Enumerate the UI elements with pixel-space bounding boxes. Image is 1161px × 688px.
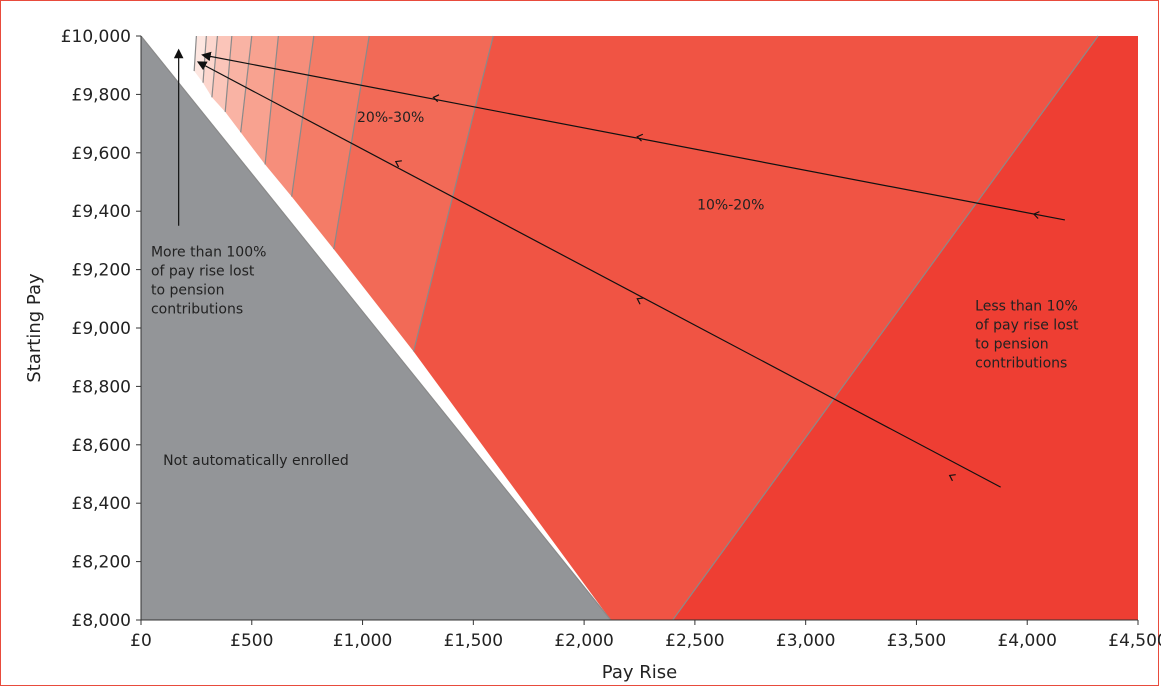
trajectory-0-arrow-mark-1: [636, 133, 644, 142]
x-tick-label: £2,500: [665, 631, 724, 651]
y-tick-label: £9,600: [72, 144, 131, 164]
annotation-not-enrolled: Not automatically enrolled: [163, 453, 349, 469]
region-boundary-5: [264, 35, 279, 165]
annotation-more-than-100: More than 100% of pay rise lost to pension…: [151, 244, 266, 317]
trajectory-1-arrow-mark-1: [636, 297, 644, 305]
trajectory-0-arrow-mark-2: [432, 94, 440, 103]
y-tick-label: £9,800: [72, 85, 131, 105]
region-boundary-8: [211, 35, 219, 98]
x-tick-label: £1,000: [333, 631, 392, 651]
region-9: [203, 36, 218, 98]
y-tick-label: £10,000: [61, 27, 131, 47]
region-2: [413, 36, 1099, 620]
region-boundary-2: [412, 35, 494, 352]
trajectory-1-arrow-mark-2: [394, 160, 402, 168]
region-4: [291, 36, 370, 250]
region-5: [265, 36, 314, 197]
y-axis-title: Starting Pay: [24, 273, 45, 383]
trajectory-0-arrow-mark-0: [1032, 211, 1040, 219]
x-tick-label: £3,000: [776, 631, 835, 651]
y-tick-label: £9,400: [72, 202, 131, 222]
y-tick-label: £8,200: [72, 553, 131, 573]
x-tick-label: £1,500: [444, 631, 503, 651]
y-tick-label: £9,000: [72, 319, 131, 339]
trajectory-1: [196, 61, 1001, 488]
region-boundary-7: [224, 35, 233, 112]
region-boundary-6: [240, 35, 253, 133]
x-tick-label: £3,500: [887, 631, 946, 651]
x-tick-label: £500: [230, 631, 273, 651]
trajectory-0: [201, 51, 1065, 221]
y-tick-label: £8,400: [72, 494, 131, 514]
region-boundary-3: [333, 35, 370, 250]
y-tick-label: £9,200: [72, 261, 131, 281]
annotation-band-20-30: 20%-30%: [357, 110, 424, 126]
y-tick-label: £8,800: [72, 377, 131, 397]
region-boundary-10: [193, 35, 197, 72]
region-1: [672, 36, 1138, 620]
x-axis-title: Pay Rise: [602, 662, 677, 683]
x-tick-label: £2,000: [554, 631, 613, 651]
x-tick-label: £0: [130, 631, 152, 651]
y-tick-label: £8,000: [72, 611, 131, 631]
region-11: [141, 36, 197, 71]
region-boundary-4: [291, 35, 315, 197]
x-tick-label: £4,500: [1108, 631, 1161, 651]
trajectory-1-arrow-mark-0: [948, 474, 956, 482]
annotation-less-than-10: Less than 10% of pay rise lost to pension c…: [975, 298, 1079, 371]
region-boundary-0: [140, 35, 612, 621]
x-tick-label: £4,000: [997, 631, 1056, 651]
region-3: [333, 36, 494, 352]
annotation-band-10-20: 10%-20%: [697, 198, 764, 214]
region-boundary-1: [672, 35, 1099, 621]
y-tick-label: £8,600: [72, 436, 131, 456]
